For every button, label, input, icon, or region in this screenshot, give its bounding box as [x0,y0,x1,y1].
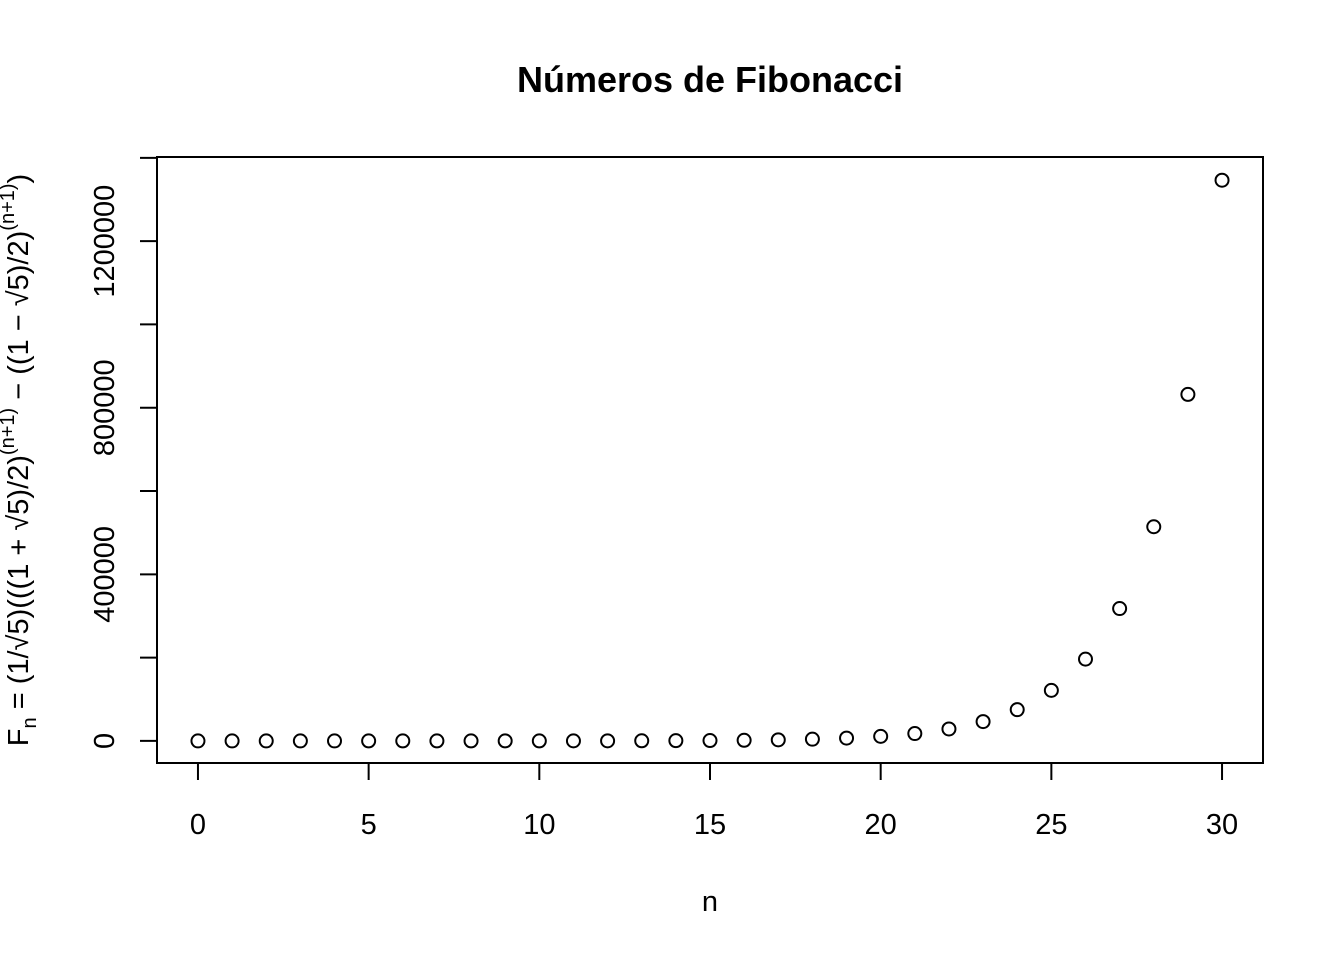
data-point [770,732,786,748]
data-point [190,733,206,749]
data-point [1146,519,1162,535]
data-points [190,172,1230,749]
x-tick-label: 0 [190,809,206,841]
data-point [873,728,889,744]
data-point [292,733,308,749]
data-point [941,721,957,737]
y-axis: 0 400000 800000 1200000 [89,156,158,749]
x-tick-label: 30 [1206,809,1238,841]
data-point [600,733,616,749]
y-label-superscript-2: (n+1) [0,183,19,230]
data-point [1180,386,1196,402]
data-point [804,731,820,747]
data-point [975,714,991,730]
x-axis-label: n [702,886,718,918]
x-tick-label: 10 [523,809,555,841]
data-point [1214,172,1230,188]
data-point [736,732,752,748]
data-point [1077,651,1093,667]
data-point [1043,682,1059,698]
y-tick-label: 0 [89,733,121,749]
y-tick-label: 1200000 [89,185,121,298]
x-tick-label: 5 [361,809,377,841]
x-tick-label: 15 [694,809,726,841]
plot-frame [156,156,1264,764]
data-point [1009,702,1025,718]
data-point [429,733,445,749]
data-point [327,733,343,749]
data-point [258,733,274,749]
y-label-superscript-1: (n+1) [0,408,19,455]
data-point [565,733,581,749]
y-axis-label: Fn = (1/√5)(((1 + √5)/2)(n+1) − ((1 − √5… [0,174,41,746]
x-tick-label: 25 [1035,809,1067,841]
x-axis: 0 5 10 15 20 25 30 [190,762,1238,841]
data-point [531,733,547,749]
y-label-tail: ) [3,174,35,184]
data-point [497,733,513,749]
data-point [668,733,684,749]
data-point [702,733,718,749]
y-label-lead: = (1/√5)(((1 + √5)/2) [3,455,35,717]
y-label-subscript: n [19,717,41,728]
data-point [907,726,923,742]
data-point [634,733,650,749]
data-point [463,733,479,749]
data-point [361,733,377,749]
y-tick-label: 400000 [89,526,121,623]
data-point [224,733,240,749]
x-tick-label: 20 [865,809,897,841]
y-tick-label: 800000 [89,359,121,456]
y-label-base: F [3,728,35,746]
chart-title: Números de Fibonacci [517,59,903,100]
data-point [839,730,855,746]
data-point [395,733,411,749]
y-label-mid: − ((1 − √5)/2) [3,231,35,408]
data-point [1112,601,1128,617]
